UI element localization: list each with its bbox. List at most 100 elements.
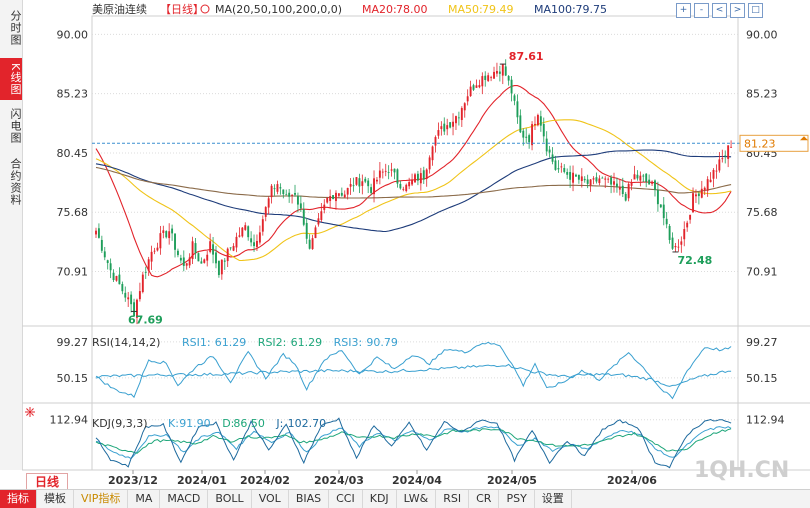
candle-body bbox=[472, 85, 475, 90]
candle-body bbox=[528, 135, 531, 143]
sidebar-tab-3[interactable]: 合约资料 bbox=[9, 158, 22, 206]
last-price-arrow-icon bbox=[800, 136, 808, 141]
ma20-line bbox=[95, 85, 732, 278]
candle-body bbox=[273, 188, 276, 190]
candle-body bbox=[613, 181, 615, 185]
rsi-legend-name: RSI3: bbox=[334, 336, 363, 349]
pan-right-icon[interactable]: > bbox=[730, 3, 745, 18]
indicator-tab-cr[interactable]: CR bbox=[469, 490, 500, 508]
indicator-tab-cci[interactable]: CCI bbox=[329, 490, 363, 508]
add-indicator-icon bbox=[200, 4, 210, 14]
indicator-tab-bias[interactable]: BIAS bbox=[289, 490, 330, 508]
indicator-tab-vol[interactable]: VOL bbox=[252, 490, 289, 508]
candle-body bbox=[165, 231, 168, 238]
candle-body bbox=[373, 178, 375, 195]
candle-body bbox=[323, 204, 326, 210]
rsi-legend-value: 61.29 bbox=[215, 336, 247, 349]
candle-body bbox=[604, 178, 607, 180]
candle-body bbox=[387, 172, 390, 174]
candle-body bbox=[378, 170, 381, 178]
candle-body bbox=[677, 246, 680, 248]
candle-body bbox=[718, 159, 721, 171]
candle-body bbox=[583, 178, 586, 181]
indicator-tab-[interactable]: 设置 bbox=[535, 490, 572, 508]
sidebar-tab-0[interactable]: 分时图 bbox=[9, 10, 22, 46]
candle-body bbox=[668, 225, 671, 240]
candle-body bbox=[408, 182, 411, 187]
candle-body bbox=[291, 194, 294, 196]
candle-body bbox=[425, 169, 428, 179]
candle-body bbox=[440, 126, 443, 130]
indicator-tab-bar: 指标 模板 VIP指标 MA MACD BOLL VOL BIAS CCI KDJ LW& RSI CR… bbox=[0, 489, 810, 508]
candle-body bbox=[250, 238, 253, 243]
candle-body bbox=[405, 184, 408, 192]
candle-body bbox=[396, 169, 399, 184]
candle-body bbox=[586, 179, 589, 184]
y-tick-left: 75.68 bbox=[57, 206, 89, 219]
candle-body bbox=[624, 193, 627, 201]
candle-body bbox=[384, 170, 387, 172]
candle-body bbox=[607, 178, 610, 180]
candle-body bbox=[121, 284, 124, 292]
candle-body bbox=[133, 302, 135, 317]
candle-body bbox=[709, 179, 712, 183]
candle-body bbox=[223, 260, 226, 262]
candle-body bbox=[665, 218, 668, 225]
candle-body bbox=[610, 177, 613, 185]
candle-body bbox=[434, 137, 437, 146]
candle-body bbox=[367, 180, 370, 187]
candle-body bbox=[490, 77, 493, 79]
ma100-line bbox=[95, 149, 732, 233]
indicator-tab-[interactable]: 指标 bbox=[0, 490, 37, 508]
candle-body bbox=[346, 187, 349, 195]
indicator-tab-kdj[interactable]: KDJ bbox=[363, 490, 397, 508]
indicator-tab-vip[interactable]: VIP指标 bbox=[74, 490, 129, 508]
candle-body bbox=[645, 173, 648, 182]
legend-value-ma100: 79.75 bbox=[576, 3, 608, 16]
indicator-tab-macd[interactable]: MACD bbox=[160, 490, 209, 508]
sidebar-tab-1[interactable]: K线图 bbox=[0, 58, 22, 100]
ma-indicator-label: MA(20,50,100,200,0,0) bbox=[215, 3, 342, 16]
candle-body bbox=[460, 108, 463, 121]
y-tick-right-rsi: 50.15 bbox=[746, 372, 778, 385]
candle-body bbox=[176, 250, 179, 256]
candle-body bbox=[261, 219, 264, 232]
candle-body bbox=[695, 194, 697, 197]
candle-body bbox=[446, 125, 449, 130]
candle-body bbox=[159, 233, 162, 249]
y-tick-left-rsi: 99.27 bbox=[57, 336, 89, 349]
x-tick-label: 2024/01 bbox=[177, 474, 227, 487]
candle-body bbox=[686, 222, 689, 228]
y-tick-right: 85.23 bbox=[746, 88, 778, 101]
candle-body bbox=[276, 184, 279, 192]
sidebar-tab-2[interactable]: 闪电图 bbox=[9, 108, 22, 144]
candle-body bbox=[654, 180, 656, 191]
candle-body bbox=[531, 124, 534, 146]
chart-toolbar: + - < > □ bbox=[676, 3, 763, 18]
zoom-in-icon[interactable]: + bbox=[676, 3, 691, 18]
candle-body bbox=[493, 71, 495, 79]
indicator-tab-boll[interactable]: BOLL bbox=[208, 490, 252, 508]
indicator-tab-psy[interactable]: PSY bbox=[499, 490, 535, 508]
chart-title: 美原油连续 bbox=[92, 2, 147, 16]
candle-body bbox=[200, 261, 203, 264]
candle-body bbox=[399, 183, 402, 189]
candle-body bbox=[100, 239, 103, 251]
watermark: 1QH.CN bbox=[694, 458, 789, 483]
indicator-tab-[interactable]: 模板 bbox=[37, 490, 74, 508]
indicator-tab-lw[interactable]: LW& bbox=[397, 490, 437, 508]
maximize-icon[interactable]: □ bbox=[748, 3, 763, 18]
y-tick-left-rsi: 50.15 bbox=[57, 372, 89, 385]
kdj-settings-center bbox=[28, 410, 32, 414]
indicator-tab-rsi[interactable]: RSI bbox=[436, 490, 470, 508]
candle-body bbox=[545, 138, 548, 152]
candle-body bbox=[469, 86, 472, 97]
pan-left-icon[interactable]: < bbox=[712, 3, 727, 18]
candle-body bbox=[361, 181, 364, 186]
kdj-legend-name: D: bbox=[222, 417, 234, 430]
zoom-out-icon[interactable]: - bbox=[694, 3, 709, 18]
indicator-tab-ma[interactable]: MA bbox=[128, 490, 161, 508]
candle-body bbox=[557, 168, 560, 170]
candle-body bbox=[191, 241, 194, 260]
candle-body bbox=[185, 263, 188, 266]
